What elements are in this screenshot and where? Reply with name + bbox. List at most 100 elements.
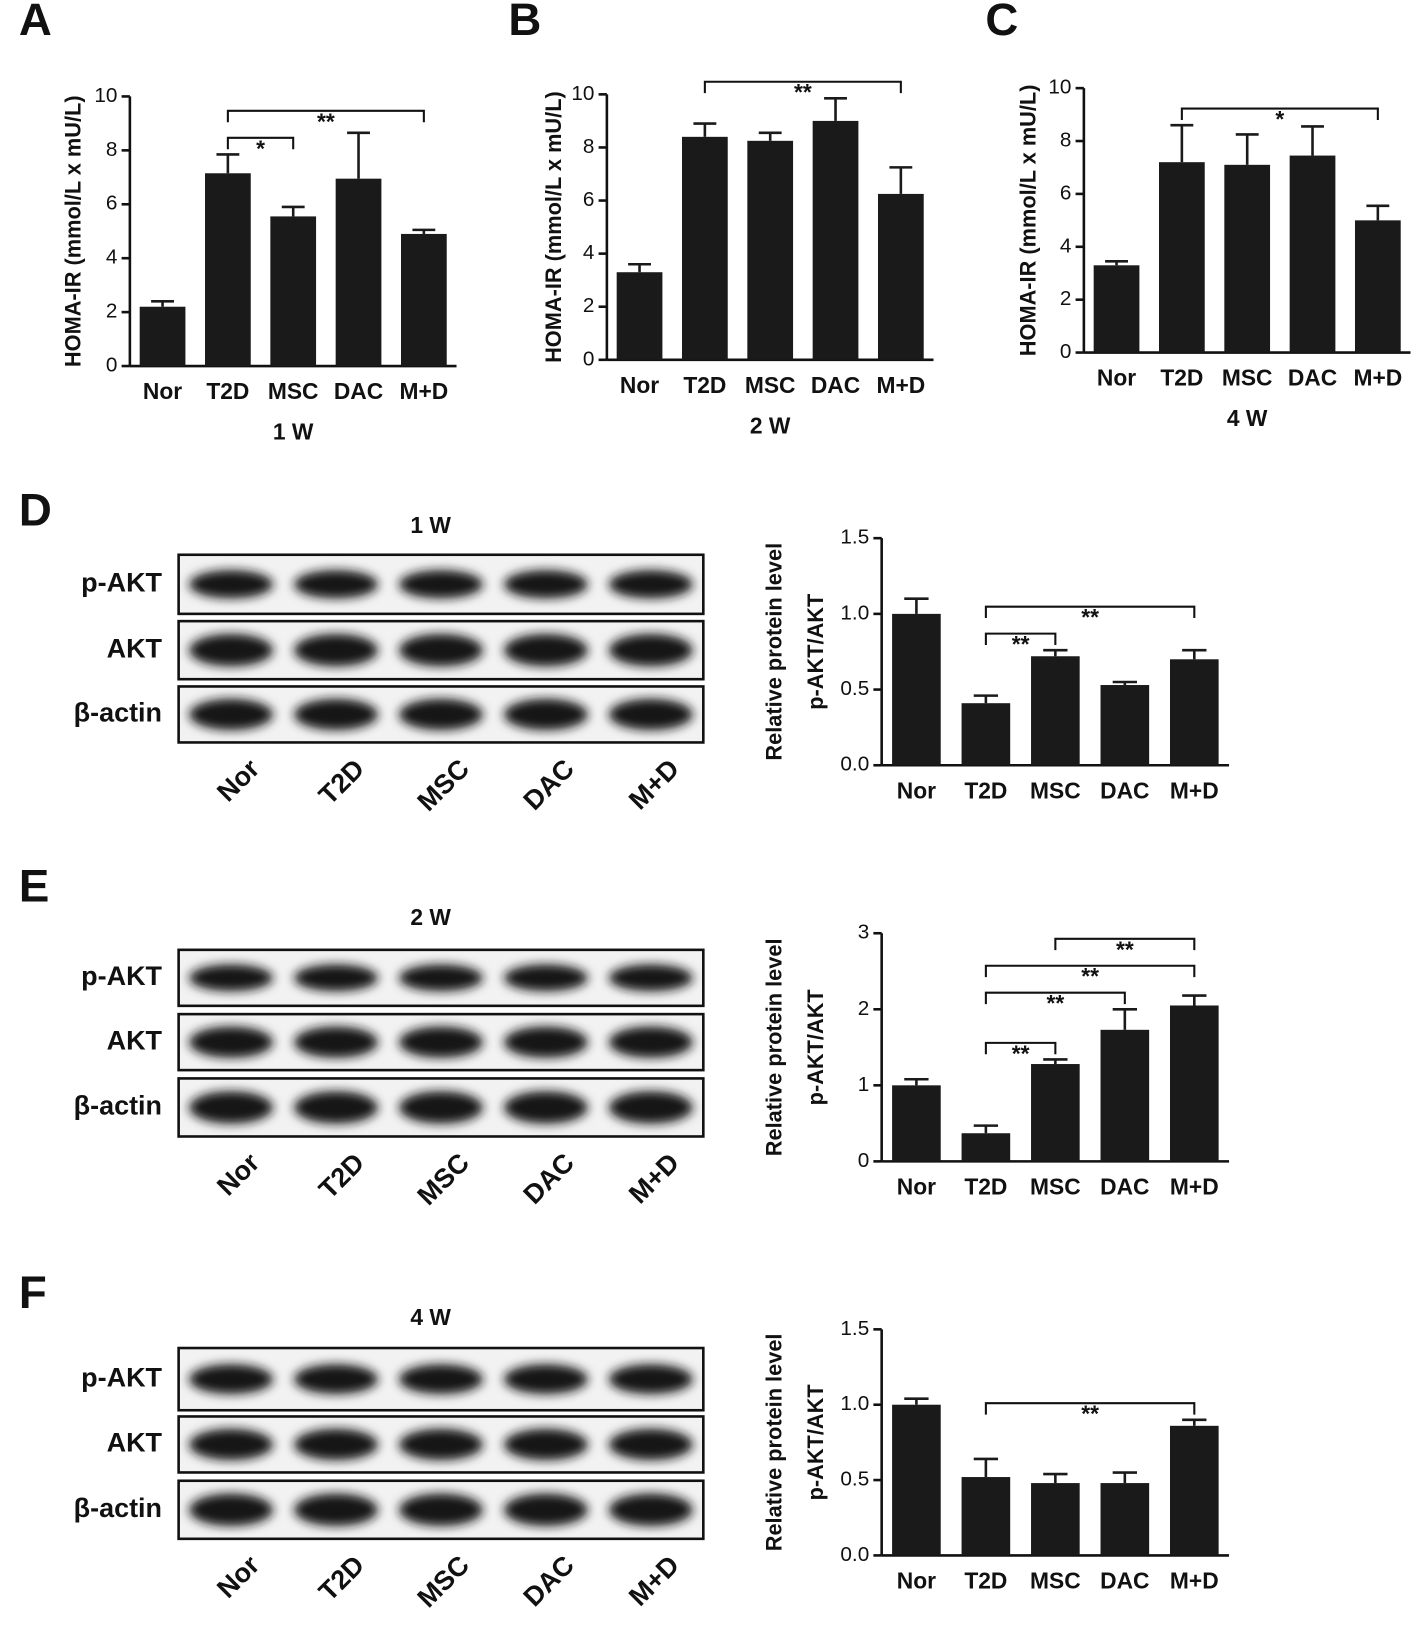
y-tick-label: 0.5 <box>840 677 869 700</box>
significance-label: ** <box>1081 963 1099 989</box>
blot-row-label: β-actin <box>74 1091 162 1121</box>
y-axis-label: HOMA-IR (mmol/L x mU/L) <box>1016 85 1041 357</box>
y-axis-label: p-AKT/AKT <box>803 593 828 710</box>
bar <box>205 173 251 367</box>
x-axis-label: 4 W <box>1227 405 1268 431</box>
bar <box>1031 1064 1080 1162</box>
y-tick-label: 3 <box>858 921 870 944</box>
bar <box>616 272 663 360</box>
y-tick-label: 0 <box>583 347 595 370</box>
y-tick-label: 1.5 <box>840 1317 869 1340</box>
bar <box>961 703 1011 766</box>
y-tick-label: 0.0 <box>840 1543 869 1566</box>
x-tick-label: M+D <box>1170 1173 1219 1199</box>
y-tick-label: 0.0 <box>840 753 869 776</box>
blot-band <box>503 1026 588 1058</box>
y-tick-label: 8 <box>583 135 595 158</box>
y-tick-label: 2 <box>106 300 118 323</box>
significance-label: ** <box>317 108 335 134</box>
bar <box>1354 220 1401 353</box>
blot-band <box>189 1091 274 1124</box>
blot-band <box>608 1364 693 1395</box>
significance-label: * <box>1275 106 1284 132</box>
blot-band <box>189 1428 274 1461</box>
bar <box>892 1404 941 1556</box>
panel-letter: D <box>19 484 52 535</box>
blot-band <box>294 570 379 599</box>
x-tick-label: Nor <box>143 378 182 404</box>
blot-band <box>398 1364 483 1395</box>
y-tick-label: 2 <box>1060 287 1072 310</box>
x-tick-label: MSC <box>268 378 319 404</box>
blot-title: 2 W <box>410 904 451 930</box>
x-tick-label: Nor <box>620 372 659 398</box>
panel-letter: C <box>985 0 1018 45</box>
x-tick-label: Nor <box>897 777 936 803</box>
blot-title: 1 W <box>410 512 451 538</box>
x-tick-label: DAC <box>1100 1173 1149 1199</box>
y-tick-label: 0 <box>858 1149 870 1172</box>
y-axis-label: Relative protein level <box>762 1334 787 1552</box>
significance-label: ** <box>1012 631 1030 657</box>
blot-band <box>608 1493 693 1527</box>
blot-band <box>503 1091 588 1124</box>
y-tick-label: 4 <box>106 246 118 269</box>
panel-letter: E <box>19 861 49 912</box>
y-tick-label: 1.5 <box>840 526 869 549</box>
y-tick-label: 1.0 <box>840 1392 869 1415</box>
x-tick-label: MSC <box>1222 365 1273 391</box>
x-tick-label: M+D <box>399 378 448 404</box>
blot-band <box>189 570 274 599</box>
blot-band <box>503 964 588 992</box>
blot-band <box>608 964 693 992</box>
blot-band <box>398 1091 483 1124</box>
x-tick-label: T2D <box>964 777 1007 803</box>
y-tick-label: 0 <box>106 354 118 377</box>
x-tick-label: Nor <box>897 1567 936 1593</box>
y-tick-label: 10 <box>1048 76 1071 99</box>
y-tick-label: 4 <box>583 241 595 264</box>
bar <box>892 613 941 766</box>
bar <box>1031 1483 1080 1556</box>
blot-band <box>294 1026 379 1058</box>
bar <box>682 136 728 360</box>
blot-band <box>189 1026 274 1058</box>
significance-bracket <box>703 80 902 94</box>
bar <box>961 1133 1011 1162</box>
x-tick-label: DAC <box>811 372 860 398</box>
significance-label: * <box>256 135 265 161</box>
y-tick-label: 1 <box>858 1073 870 1096</box>
x-tick-label: T2D <box>683 372 726 398</box>
blot-band <box>608 1428 693 1461</box>
x-tick-label: DAC <box>1288 365 1337 391</box>
significance-bracket <box>984 964 1196 978</box>
bar <box>270 216 317 367</box>
blot-band <box>503 633 588 667</box>
y-axis-label: HOMA-IR (mmol/L x mU/L) <box>541 91 566 363</box>
bar <box>1224 164 1271 353</box>
x-tick-label: Nor <box>1097 365 1136 391</box>
significance-bracket <box>226 136 295 150</box>
x-tick-label: T2D <box>1160 365 1203 391</box>
significance-bracket <box>984 1402 1196 1415</box>
x-tick-label: DAC <box>334 378 383 404</box>
significance-bracket <box>1180 107 1379 120</box>
x-tick-label: MSC <box>1030 777 1081 803</box>
bar <box>1031 656 1080 766</box>
significance-bracket <box>1054 937 1196 951</box>
significance-label: ** <box>1081 604 1099 630</box>
bar <box>1169 1005 1219 1162</box>
blot-band <box>608 1091 693 1124</box>
x-tick-label: MSC <box>1030 1173 1081 1199</box>
blot-band <box>294 964 379 992</box>
blot-band <box>398 1493 483 1527</box>
bar <box>1169 1425 1219 1556</box>
blot-row-label: β-actin <box>74 698 162 728</box>
y-tick-label: 0.5 <box>840 1468 869 1491</box>
bar <box>892 1085 941 1162</box>
significance-label: ** <box>1116 936 1134 962</box>
y-tick-label: 0 <box>1060 340 1072 363</box>
bar <box>1158 162 1205 353</box>
x-tick-label: M+D <box>1170 777 1219 803</box>
